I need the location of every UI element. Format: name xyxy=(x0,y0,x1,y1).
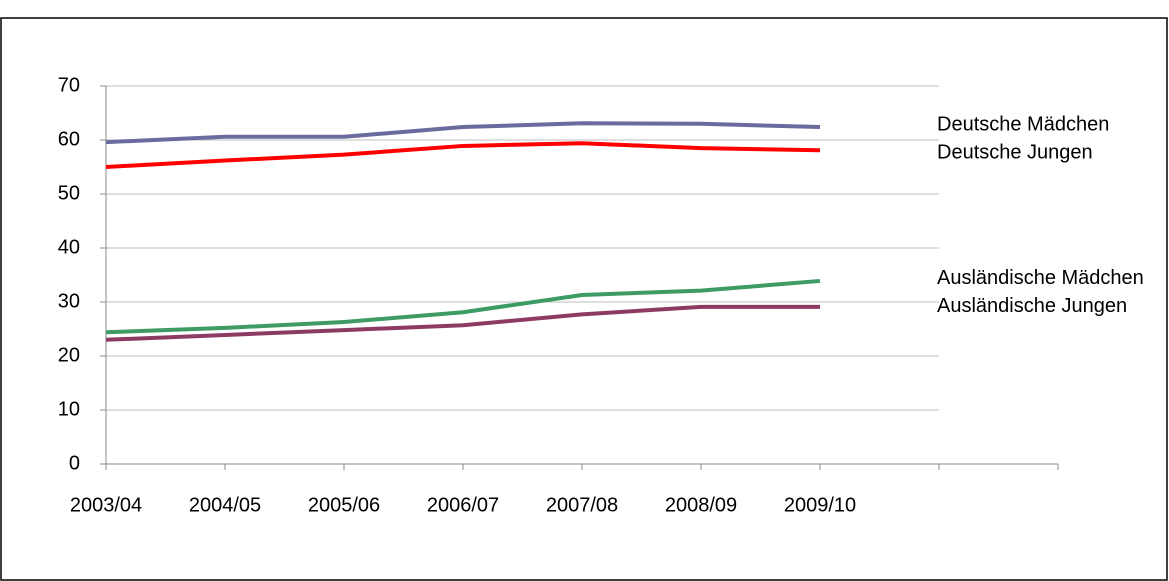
x-tick-label: 2004/05 xyxy=(189,494,261,516)
legend-label: Ausländische Jungen xyxy=(937,295,1127,317)
y-tick-label: 60 xyxy=(58,128,80,150)
x-tick-label: 2007/08 xyxy=(546,494,618,516)
x-tick-label: 2006/07 xyxy=(427,494,499,516)
y-tick-label: 0 xyxy=(69,452,80,474)
y-tick-label: 10 xyxy=(58,398,80,420)
chart-frame xyxy=(0,17,1168,581)
y-tick-label: 40 xyxy=(58,236,80,258)
y-tick-label: 50 xyxy=(58,182,80,204)
x-tick-label: 2003/04 xyxy=(70,494,142,516)
series-line xyxy=(105,304,820,342)
x-tick-label: 2009/10 xyxy=(784,494,856,516)
y-tick-label: 70 xyxy=(58,74,80,96)
series-line xyxy=(105,278,821,335)
legend-label: Deutsche Jungen xyxy=(937,141,1093,163)
x-tick-label: 2005/06 xyxy=(308,494,380,516)
legend-label: Ausländische Mädchen xyxy=(937,267,1144,289)
y-tick-label: 30 xyxy=(58,290,80,312)
x-tick-label: 2008/09 xyxy=(665,494,737,516)
series-line xyxy=(105,141,821,169)
series-line xyxy=(105,121,821,145)
legend-label: Deutsche Mädchen xyxy=(937,113,1109,135)
y-tick-label: 20 xyxy=(58,344,80,366)
